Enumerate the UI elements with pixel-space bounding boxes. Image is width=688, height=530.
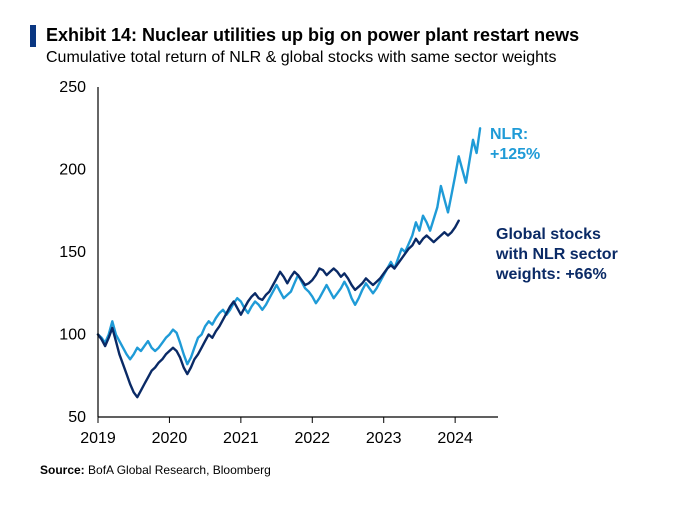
source-label: Source: xyxy=(40,463,85,477)
svg-text:250: 250 xyxy=(59,79,86,96)
annotation-nlr-line1: NLR: xyxy=(490,125,540,145)
chart-title: Exhibit 14: Nuclear utilities up big on … xyxy=(46,24,579,47)
annotation-global-line2: with NLR sector xyxy=(496,245,618,265)
svg-text:2022: 2022 xyxy=(294,430,330,447)
chart-subtitle: Cumulative total return of NLR & global … xyxy=(46,49,660,67)
annotation-global: Global stocks with NLR sector weights: +… xyxy=(496,225,618,285)
svg-text:2021: 2021 xyxy=(223,430,259,447)
annotation-nlr: NLR: +125% xyxy=(490,125,540,165)
annotation-global-line3: weights: +66% xyxy=(496,265,618,285)
annotation-nlr-line2: +125% xyxy=(490,145,540,165)
chart-header: Exhibit 14: Nuclear utilities up big on … xyxy=(30,24,660,67)
svg-text:100: 100 xyxy=(59,327,86,344)
line-chart: 50 100 150 200 250 2019 2020 2021 2022 2023 2024 N… xyxy=(38,77,628,457)
title-accent-bar xyxy=(30,25,36,47)
source-text: BofA Global Research, Bloomberg xyxy=(88,463,271,477)
svg-text:2023: 2023 xyxy=(366,430,402,447)
svg-text:200: 200 xyxy=(59,162,86,179)
svg-text:50: 50 xyxy=(68,409,86,426)
svg-text:150: 150 xyxy=(59,244,86,261)
svg-text:2020: 2020 xyxy=(152,430,188,447)
svg-text:2019: 2019 xyxy=(80,430,116,447)
annotation-global-line1: Global stocks xyxy=(496,225,618,245)
svg-text:2024: 2024 xyxy=(437,430,473,447)
chart-source: Source: BofA Global Research, Bloomberg xyxy=(40,463,660,477)
